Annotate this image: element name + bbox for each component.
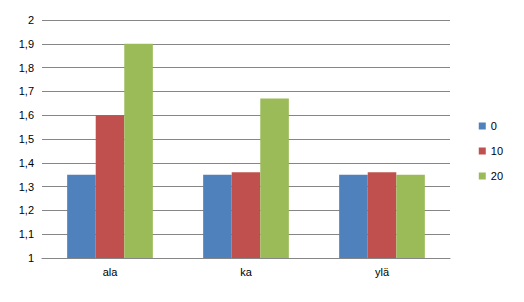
svg-text:2: 2: [28, 14, 34, 26]
svg-text:1,7: 1,7: [19, 85, 34, 97]
svg-text:1,4: 1,4: [19, 157, 34, 169]
svg-text:1,8: 1,8: [19, 62, 34, 74]
svg-text:ala: ala: [103, 266, 119, 278]
svg-text:10: 10: [491, 145, 503, 157]
svg-text:1,5: 1,5: [19, 133, 34, 145]
svg-text:ylä: ylä: [375, 266, 390, 278]
svg-text:20: 20: [491, 170, 503, 182]
svg-text:1,2: 1,2: [19, 204, 34, 216]
svg-text:ka: ka: [240, 266, 253, 278]
svg-text:1,3: 1,3: [19, 181, 34, 193]
svg-text:1,6: 1,6: [19, 109, 34, 121]
svg-text:1,1: 1,1: [19, 228, 34, 240]
svg-text:0: 0: [491, 120, 497, 132]
svg-text:1: 1: [28, 252, 34, 264]
svg-text:1,9: 1,9: [19, 38, 34, 50]
